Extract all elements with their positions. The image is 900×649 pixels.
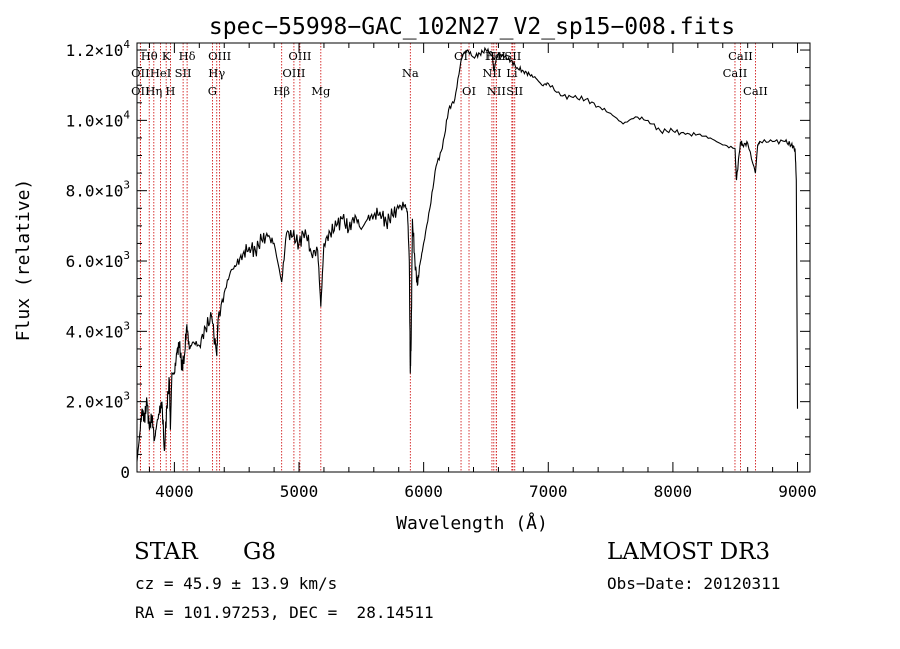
line-marker-label: Na (402, 66, 419, 80)
x-axis-ticks: 4000 5000 6000 7000 8000 9000 (148, 43, 817, 501)
line-marker-label: NII (482, 66, 501, 80)
y-tick-label: 2.0×103 (66, 390, 130, 412)
line-marker-label: Hβ (273, 84, 290, 98)
chart-title: spec−55998−GAC_102N27_V2_sp15−008.fits (209, 14, 735, 40)
x-tick-label: 9000 (778, 482, 817, 501)
line-marker-label: OII (131, 66, 150, 80)
object-subclass: G8 (243, 539, 277, 565)
line-marker-label: Hδ (179, 49, 196, 63)
line-marker-label: OIII (288, 49, 311, 63)
line-marker-label: OIII (208, 49, 231, 63)
line-marker-label: SII (506, 84, 523, 98)
x-axis-label: Wavelength (Å) (396, 512, 548, 534)
x-tick-label: 6000 (404, 482, 443, 501)
line-marker-label: HeI (150, 66, 171, 80)
y-tick-label: 6.0×103 (66, 249, 130, 271)
x-tick-label: 7000 (529, 482, 568, 501)
line-marker-label: G (208, 84, 217, 98)
y-tick-label: 1.0×104 (66, 108, 131, 130)
redshift-cz: cz = 45.9 ± 13.9 km/s (135, 574, 338, 593)
obs-date: Obs−Date: 20120311 (607, 574, 781, 593)
coordinates: RA = 101.97253, DEC = 28.14511 (135, 603, 434, 622)
line-marker-label: Hγ (208, 66, 225, 80)
spectrum-line (136, 46, 799, 462)
line-marker-label: Hθ (141, 49, 158, 63)
spectrum-chart: spec−55998−GAC_102N27_V2_sp15−008.fits O… (13, 14, 817, 534)
line-marker-label: K (162, 49, 171, 63)
survey-name: LAMOST DR3 (607, 539, 771, 565)
line-marker-label: CaII (728, 49, 753, 63)
object-class: STAR (134, 539, 198, 565)
y-axis-ticks: 0 2.0×103 4.0×103 6.0×103 8.0×103 1.0×104 1.2×… (66, 38, 810, 482)
x-tick-label: 4000 (155, 482, 194, 501)
line-markers (139, 43, 756, 472)
y-tick-label: 1.2×104 (66, 38, 131, 60)
line-marker-label: SII (504, 49, 521, 63)
line-marker-label: OIII (282, 66, 305, 80)
plot-frame (136, 42, 811, 473)
line-marker-label: Li (506, 66, 518, 80)
y-axis-label: Flux (relative) (13, 179, 34, 342)
line-marker-label: SII (175, 66, 192, 80)
line-marker-label: NII (487, 84, 506, 98)
line-marker-label: Mg (311, 84, 331, 98)
line-marker-label: OII (131, 84, 150, 98)
line-marker-label: H (165, 84, 175, 98)
y-tick-label: 8.0×103 (66, 179, 130, 201)
y-tick-label: 4.0×103 (66, 319, 130, 341)
x-tick-label: 8000 (654, 482, 693, 501)
line-marker-label: CaII (723, 66, 748, 80)
y-tick-label: 0 (120, 463, 130, 482)
line-marker-label: Hη (145, 84, 162, 98)
line-marker-label: OI (462, 84, 476, 98)
line-marker-label: CaII (743, 84, 768, 98)
x-tick-label: 5000 (280, 482, 319, 501)
